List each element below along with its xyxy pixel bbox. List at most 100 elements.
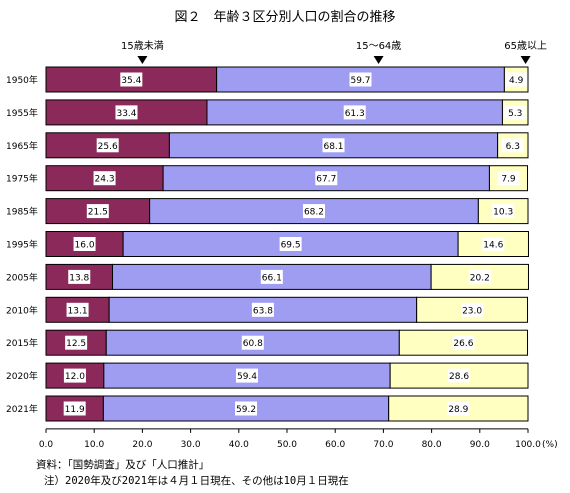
label-bg-2-10 xyxy=(447,401,470,416)
value-label-1-2: 68.1 xyxy=(323,142,343,152)
value-label-1-0: 59.7 xyxy=(350,76,370,86)
label-bg-1-9 xyxy=(235,368,258,383)
label-bg-2-5 xyxy=(482,237,505,251)
footnote: 注）2020年及び2021年は４月１日現在、その他は10月１日現在 xyxy=(44,474,349,487)
row-label-9: 2020年 xyxy=(6,370,38,382)
value-label-2-3: 7.9 xyxy=(501,175,516,185)
value-label-0-1: 33.4 xyxy=(116,109,136,119)
value-label-2-0: 4.9 xyxy=(509,76,524,86)
legend-label-2: 65歳以上 xyxy=(504,40,547,52)
label-bg-0-1 xyxy=(115,105,138,120)
legend-label-1: 15～64歳 xyxy=(356,40,401,52)
label-bg-2-6 xyxy=(468,269,491,284)
value-label-0-8: 12.5 xyxy=(66,339,86,349)
value-label-1-1: 61.3 xyxy=(345,109,365,119)
value-label-0-6: 13.8 xyxy=(69,273,89,283)
value-label-0-7: 13.1 xyxy=(68,306,88,316)
label-bg-1-1 xyxy=(343,105,366,120)
x-unit-label: (%) xyxy=(542,440,558,450)
row-label-10: 2021年 xyxy=(6,403,38,415)
value-label-0-10: 11.9 xyxy=(65,405,85,415)
bar-rows: 1950年 35.4 59.7 4.9 1955年 33.4 61.3 5.3 1965年 25.… xyxy=(6,66,529,422)
x-tick-label-10: 100.0 xyxy=(515,440,541,450)
x-tick-label-6: 60.0 xyxy=(325,440,345,450)
value-label-1-3: 67.7 xyxy=(316,175,336,185)
row-label-7: 2010年 xyxy=(6,304,38,316)
value-label-0-5: 16.0 xyxy=(75,241,95,251)
label-bg-1-7 xyxy=(251,302,274,317)
value-label-0-3: 24.3 xyxy=(95,175,115,185)
value-label-2-9: 28.6 xyxy=(449,372,469,382)
value-label-1-10: 59.2 xyxy=(236,405,256,415)
label-bg-1-3 xyxy=(315,171,338,186)
bar-seg-2-7 xyxy=(416,296,529,323)
value-label-1-4: 68.2 xyxy=(304,208,324,218)
value-label-1-5: 69.5 xyxy=(281,241,301,251)
value-label-2-10: 28.9 xyxy=(448,405,468,415)
chart-title: 図２ 年齢３区分別人口の割合の推移 xyxy=(174,9,395,25)
value-label-0-4: 21.5 xyxy=(88,208,108,218)
row-label-6: 2005年 xyxy=(6,271,38,283)
label-bg-0-8 xyxy=(65,335,88,350)
bar-seg-1-8 xyxy=(105,329,400,356)
legend-marker-1 xyxy=(373,56,384,64)
label-bg-0-9 xyxy=(63,368,86,383)
row-label-3: 1975年 xyxy=(6,173,38,185)
bar-seg-1-0 xyxy=(216,66,505,93)
label-bg-2-2 xyxy=(501,138,524,153)
value-label-2-8: 26.6 xyxy=(453,339,473,349)
value-label-2-4: 10.3 xyxy=(493,208,513,218)
source-note: 資料：「国勢調査」及び「人口推計」 xyxy=(36,458,209,471)
label-bg-0-10 xyxy=(63,401,86,416)
row-label-8: 2015年 xyxy=(6,337,38,349)
label-bg-2-9 xyxy=(448,368,471,383)
value-label-1-7: 63.8 xyxy=(253,306,273,316)
label-bg-0-0 xyxy=(120,72,143,87)
label-bg-0-5 xyxy=(73,237,96,251)
series-legend: 15歳未満 15～64歳 65歳以上 xyxy=(121,40,547,64)
value-label-2-6: 20.2 xyxy=(470,273,490,283)
value-label-0-9: 12.0 xyxy=(65,372,85,382)
value-label-0-0: 35.4 xyxy=(121,76,141,86)
x-tick-label-1: 10.0 xyxy=(84,440,104,450)
label-bg-0-7 xyxy=(66,302,89,317)
value-label-0-2: 25.6 xyxy=(98,142,118,152)
value-label-2-5: 14.6 xyxy=(483,241,503,251)
x-tick-label-0: 0.0 xyxy=(39,440,54,450)
x-tick-label-3: 30.0 xyxy=(181,440,201,450)
label-bg-2-7 xyxy=(461,302,484,317)
label-bg-1-10 xyxy=(235,401,258,416)
x-axis: 0.0 10.0 20.0 30.0 40.0 50.0 60.0 70.0 80.0 90.0 1… xyxy=(39,428,558,450)
label-bg-2-0 xyxy=(505,72,528,87)
label-bg-0-2 xyxy=(96,138,119,153)
row-label-5: 1995年 xyxy=(6,239,38,251)
x-tick-label-2: 20.0 xyxy=(132,440,152,450)
x-tick-label-4: 40.0 xyxy=(229,440,249,450)
legend-marker-0 xyxy=(137,56,148,64)
label-bg-1-2 xyxy=(322,138,345,153)
label-bg-2-8 xyxy=(452,335,475,350)
label-bg-1-4 xyxy=(302,204,325,219)
label-bg-2-4 xyxy=(492,204,515,219)
x-tick-label-8: 80.0 xyxy=(422,440,442,450)
row-label-1: 1955年 xyxy=(6,107,38,119)
label-bg-1-5 xyxy=(279,237,302,251)
label-bg-0-3 xyxy=(93,171,116,186)
value-label-2-7: 23.0 xyxy=(462,306,482,316)
x-tick-label-9: 90.0 xyxy=(470,440,490,450)
x-tick-label-5: 50.0 xyxy=(277,440,297,450)
value-label-2-1: 5.3 xyxy=(508,109,522,119)
label-bg-1-0 xyxy=(349,72,372,87)
legend-label-0: 15歳未満 xyxy=(121,40,164,52)
label-bg-2-3 xyxy=(497,171,520,186)
label-bg-2-1 xyxy=(504,105,527,120)
label-bg-0-6 xyxy=(68,269,91,284)
value-label-2-2: 6.3 xyxy=(506,142,520,152)
x-tick-label-7: 70.0 xyxy=(373,440,393,450)
value-label-1-8: 60.8 xyxy=(243,339,263,349)
legend-marker-2 xyxy=(520,56,531,64)
row-label-2: 1965年 xyxy=(6,140,38,152)
label-bg-1-6 xyxy=(260,269,283,284)
label-bg-1-8 xyxy=(241,335,264,350)
row-label-0: 1950年 xyxy=(6,74,38,86)
